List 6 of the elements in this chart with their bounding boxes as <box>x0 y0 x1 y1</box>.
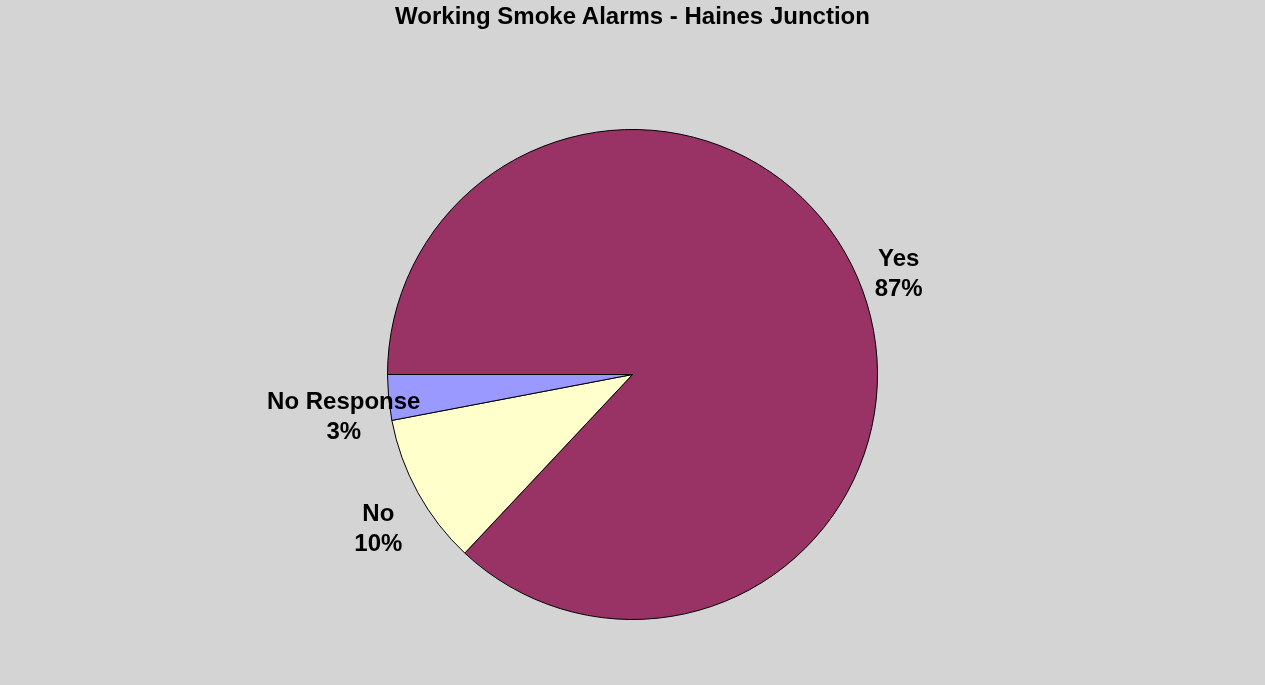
data-label: 3% <box>326 416 362 444</box>
chart-title: Working Smoke Alarms - Haines Junction <box>395 2 870 29</box>
slice-label: No <box>362 499 395 527</box>
data-label: 10% <box>354 529 403 557</box>
slice-label: Yes <box>877 244 920 272</box>
data-label: 87% <box>874 274 923 302</box>
